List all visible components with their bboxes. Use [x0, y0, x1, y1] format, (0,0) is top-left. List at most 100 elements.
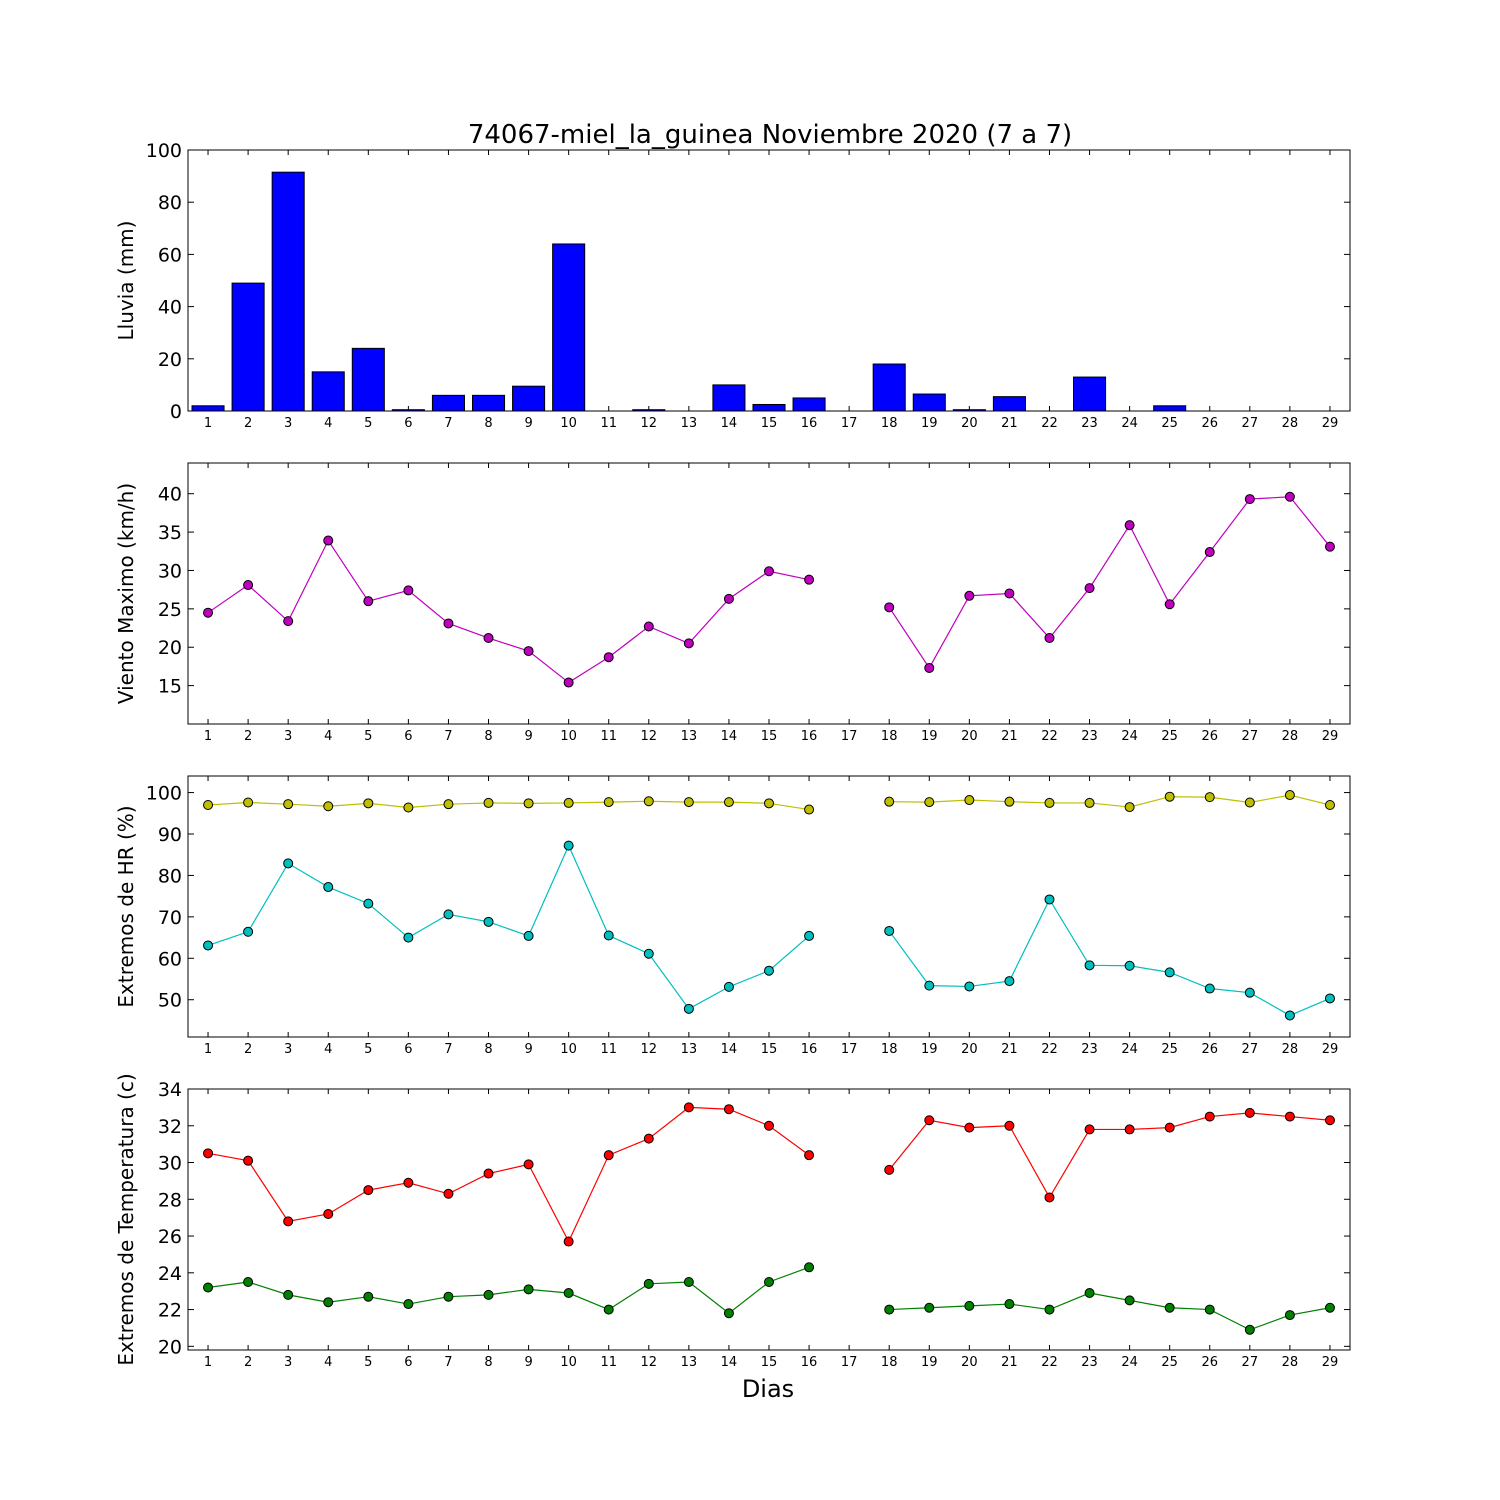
x-tick-label: 14: [721, 416, 738, 431]
x-tick-label: 7: [444, 729, 452, 744]
series-1-point-day-9: [523, 1159, 534, 1170]
series-1-point-day-8: [483, 633, 494, 644]
series-2-point-day-8: [483, 1289, 494, 1300]
x-tick-label: 13: [681, 729, 698, 744]
x-tick-label: 25: [1161, 1355, 1178, 1370]
series-2-point-day-16: [804, 930, 815, 941]
y-tick-label: 20: [158, 349, 182, 371]
x-tick-label: 26: [1201, 1355, 1218, 1370]
series-1-point-day-14: [723, 593, 734, 604]
chart-title: 74067-miel_la_guinea Noviembre 2020 (7 a…: [468, 120, 1072, 150]
x-tick-label: 25: [1161, 729, 1178, 744]
series-2-point-day-18: [884, 925, 895, 936]
series-1-point-day-2: [243, 580, 254, 591]
x-tick-label: 29: [1322, 1355, 1339, 1370]
series-1-point-day-25: [1164, 791, 1175, 802]
x-tick-label: 3: [284, 1355, 292, 1370]
series-2-point-day-2: [243, 1276, 254, 1287]
bar-day-8: [471, 394, 506, 412]
x-tick-label: 2: [244, 729, 252, 744]
series-2-point-day-27: [1244, 1324, 1255, 1335]
series-2-point-day-10: [563, 840, 574, 851]
x-tick-label: 15: [761, 1042, 778, 1057]
series-1-point-day-19: [924, 797, 935, 808]
x-tick-label: 23: [1081, 1042, 1098, 1057]
series-1-point-day-15: [764, 566, 774, 577]
series-1-point-day-23: [1084, 1124, 1095, 1135]
series-2-point-day-10: [563, 1288, 574, 1299]
x-tick-label: 10: [560, 1042, 577, 1057]
series-2-point-day-29: [1324, 1302, 1335, 1313]
x-tick-label: 1: [204, 1042, 212, 1057]
series-2-point-day-15: [764, 1276, 774, 1287]
x-tick-label: 9: [524, 416, 532, 431]
series-1-point-day-29: [1324, 541, 1335, 552]
x-tick-label: 15: [761, 416, 778, 431]
y-axis-label: Extremos de Temperatura (c): [114, 1073, 138, 1365]
y-tick-label: 15: [158, 676, 182, 698]
x-tick-label: 24: [1121, 416, 1138, 431]
series-1-point-day-3: [283, 799, 294, 810]
series-2-point-day-20: [964, 1300, 975, 1311]
series-1-point-day-16: [804, 574, 815, 585]
series-1-point-day-3: [283, 616, 294, 627]
x-tick-label: 3: [284, 1042, 292, 1057]
x-tick-label: 8: [484, 1355, 492, 1370]
series-1-point-day-27: [1244, 797, 1255, 808]
series-2-point-day-14: [723, 981, 734, 992]
bar-day-21: [992, 396, 1026, 412]
series-1-point-day-23: [1084, 583, 1095, 594]
series-1-point-day-13: [683, 1102, 694, 1113]
bar-day-6: [391, 409, 425, 412]
bar-day-19: [912, 393, 946, 412]
x-tick-label: 13: [681, 1355, 698, 1370]
x-tick-label: 18: [881, 416, 898, 431]
x-tick-label: 14: [721, 1355, 738, 1370]
series-line: [207, 800, 810, 811]
x-tick-label: 25: [1161, 1042, 1178, 1057]
x-tick-label: 5: [364, 1355, 372, 1370]
series-1-point-day-2: [243, 1155, 254, 1166]
bar-day-14: [712, 384, 746, 412]
series-2-point-day-23: [1084, 960, 1095, 971]
y-tick-label: 40: [158, 484, 182, 506]
series-2-point-day-5: [363, 898, 374, 909]
series-1-point-day-7: [443, 799, 454, 810]
y-axis-label: Extremos de HR (%): [114, 805, 138, 1007]
series-2-point-day-16: [804, 1262, 815, 1273]
x-tick-label: 13: [681, 416, 698, 431]
x-tick-label: 12: [641, 1355, 658, 1370]
y-tick-label: 80: [158, 865, 182, 887]
x-tick-label: 6: [404, 416, 412, 431]
series-1-point-day-27: [1244, 1107, 1255, 1118]
series-1-point-day-28: [1284, 1111, 1295, 1122]
bar-day-12: [632, 409, 666, 412]
series-1-point-day-29: [1324, 800, 1335, 810]
series-1-point-day-12: [643, 796, 654, 807]
series-line: [207, 844, 810, 1010]
series-2-point-day-21: [1004, 1299, 1015, 1310]
series-1-point-day-9: [523, 646, 534, 657]
x-tick-label: 26: [1201, 1042, 1218, 1057]
x-tick-label: 22: [1041, 416, 1058, 431]
series-1-point-day-13: [683, 797, 694, 808]
series-2-point-day-6: [403, 1299, 414, 1310]
x-tick-label: 11: [600, 416, 617, 431]
x-tick-label: 7: [444, 1042, 452, 1057]
series-1-point-day-19: [924, 1115, 935, 1126]
y-tick-label: 0: [170, 401, 182, 423]
series-1-point-day-11: [603, 797, 614, 808]
x-tick-label: 12: [641, 729, 658, 744]
series-2-point-day-13: [683, 1003, 694, 1014]
series-2-point-day-11: [603, 930, 614, 941]
x-tick-label: 25: [1161, 416, 1178, 431]
series-2-point-day-8: [483, 916, 494, 927]
series-1-point-day-7: [443, 618, 454, 629]
series-1-point-day-21: [1004, 1120, 1015, 1131]
y-tick-label: 40: [158, 297, 182, 319]
series-1-point-day-4: [323, 1208, 334, 1219]
series-2-point-day-15: [764, 965, 774, 976]
